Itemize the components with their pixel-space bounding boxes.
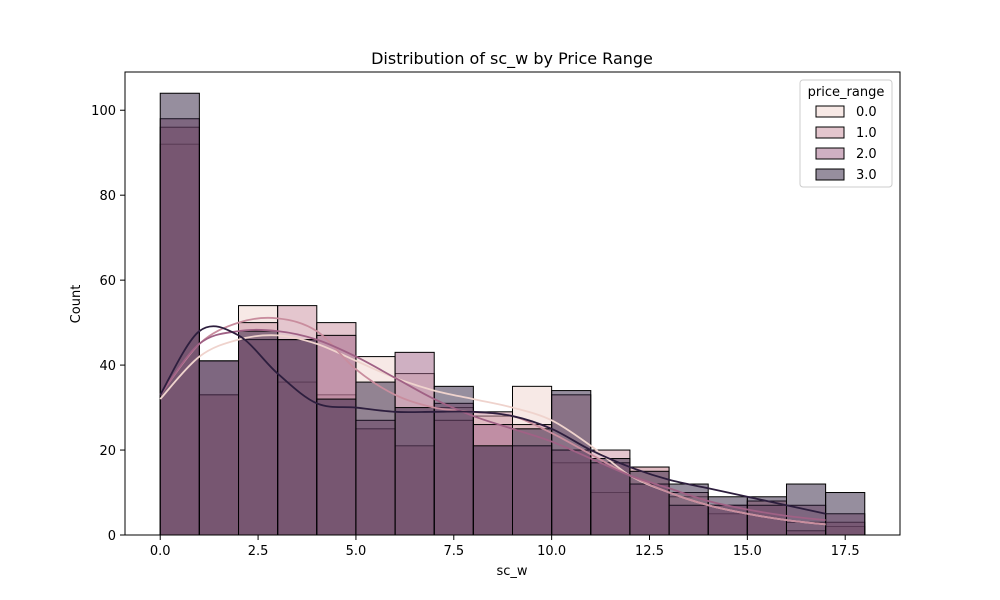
bar bbox=[355, 381, 396, 536]
y-tick-label: 80 bbox=[99, 189, 116, 204]
bar bbox=[316, 398, 357, 536]
bar bbox=[198, 360, 240, 536]
legend-label: 0.0 bbox=[856, 105, 877, 120]
chart-title: Distribution of sc_w by Price Range bbox=[371, 49, 653, 69]
x-tick-label: 0.0 bbox=[150, 544, 171, 559]
x-tick-label: 12.5 bbox=[635, 544, 664, 559]
bar bbox=[512, 428, 553, 536]
legend-label: 2.0 bbox=[856, 147, 877, 162]
y-tick-label: 40 bbox=[99, 359, 116, 374]
y-tick-label: 100 bbox=[91, 104, 116, 119]
bar bbox=[668, 483, 709, 536]
y-tick-label: 20 bbox=[99, 444, 116, 459]
legend-swatch bbox=[815, 126, 845, 139]
y-tick-label: 0 bbox=[108, 529, 116, 544]
bar bbox=[551, 390, 592, 536]
x-tick-label: 5.0 bbox=[346, 544, 367, 559]
axes: 0.0 2.5 5.0 7.5 10.0 12.5 15.0 17.5 0 20 40 60 80 100 bbox=[91, 71, 901, 559]
legend: price_range 0.0 1.0 2.0 3.0 bbox=[799, 79, 893, 188]
series-bars-3-0 bbox=[159, 92, 866, 536]
plot-area bbox=[159, 92, 866, 536]
x-axis-label: sc_w bbox=[496, 564, 527, 579]
x-tick-label: 7.5 bbox=[443, 544, 464, 559]
legend-label: 3.0 bbox=[856, 168, 877, 183]
y-axis-label: Count bbox=[69, 285, 84, 324]
x-tick-label: 10.0 bbox=[537, 544, 566, 559]
bar bbox=[590, 458, 631, 536]
bar bbox=[472, 445, 513, 536]
legend-swatch bbox=[815, 105, 845, 118]
bar bbox=[238, 330, 279, 536]
bar bbox=[277, 339, 318, 536]
axes-frame bbox=[124, 71, 901, 536]
kde-line-2-0 bbox=[159, 328, 826, 522]
kde-line-3-0 bbox=[159, 325, 826, 515]
legend-label: 1.0 bbox=[856, 126, 877, 141]
y-tick-label: 60 bbox=[99, 274, 116, 289]
x-tick-label: 2.5 bbox=[248, 544, 269, 559]
x-tick-label: 17.5 bbox=[831, 544, 860, 559]
legend-swatch bbox=[815, 147, 845, 160]
bar bbox=[825, 492, 866, 536]
bar bbox=[629, 470, 670, 536]
bar bbox=[159, 92, 200, 536]
bar bbox=[394, 407, 435, 536]
x-tick-label: 15.0 bbox=[733, 544, 762, 559]
legend-swatch bbox=[815, 168, 845, 181]
legend-title: price_range bbox=[808, 85, 885, 100]
